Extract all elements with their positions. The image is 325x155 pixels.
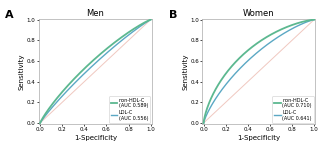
X-axis label: 1-Specificity: 1-Specificity bbox=[74, 135, 117, 141]
Legend: non-HDL-C
(AUC 0.589), LDL-C
(AUC 0.556): non-HDL-C (AUC 0.589), LDL-C (AUC 0.556) bbox=[109, 96, 150, 123]
Y-axis label: Sensitivity: Sensitivity bbox=[182, 53, 188, 90]
Y-axis label: Sensitivity: Sensitivity bbox=[19, 53, 25, 90]
Title: Women: Women bbox=[243, 9, 275, 18]
X-axis label: 1-Specificity: 1-Specificity bbox=[237, 135, 280, 141]
Legend: non-HDL-C
(AUC 0.710), LDL-C
(AUC 0.641): non-HDL-C (AUC 0.710), LDL-C (AUC 0.641) bbox=[272, 96, 314, 123]
Title: Men: Men bbox=[86, 9, 104, 18]
Text: B: B bbox=[169, 10, 177, 20]
Text: A: A bbox=[5, 10, 14, 20]
